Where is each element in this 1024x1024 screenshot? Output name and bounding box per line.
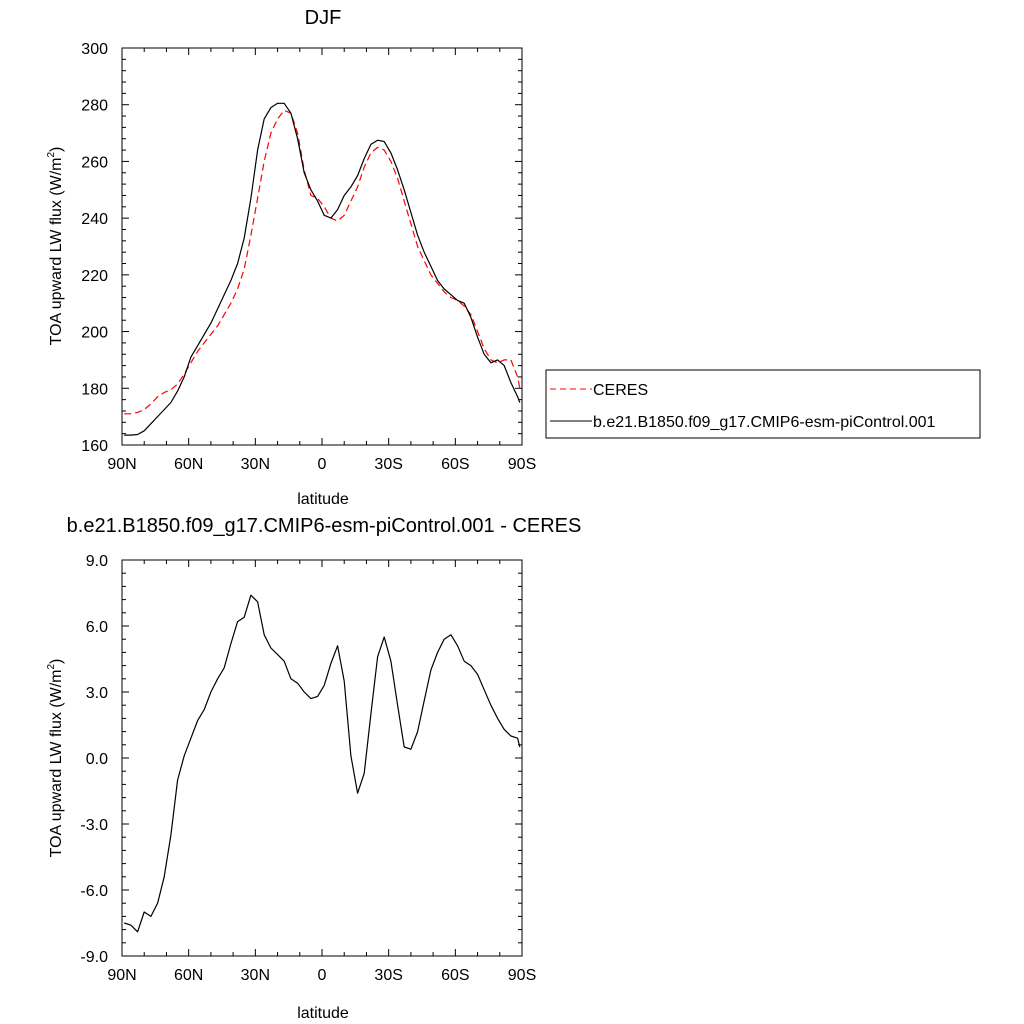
- bottom-xtick-label: 90S: [508, 967, 536, 984]
- legend-label-ceres: CERES: [593, 382, 648, 399]
- top-ytick-label: 260: [81, 154, 108, 171]
- chart-top-series: [124, 102, 521, 436]
- top-ytick-label: 280: [81, 98, 108, 115]
- chart-bottom-xlabel: latitude: [297, 1005, 349, 1022]
- top-ytick-label: 300: [81, 41, 108, 58]
- chart-bottom: b.e21.B1850.f09_g17.CMIP6-esm-piControl.…: [46, 515, 581, 1022]
- bottom-xtick-label: 60S: [441, 967, 469, 984]
- bottom-plot-frame: [121, 559, 523, 957]
- top-ytick-label: 180: [81, 381, 108, 398]
- bottom-xtick-label: 0: [318, 967, 327, 984]
- top-xtick-label: 30S: [374, 456, 402, 473]
- bottom-xtick-label: 30S: [374, 967, 402, 984]
- legend-box: [545, 369, 981, 439]
- top-ytick-label: 240: [81, 211, 108, 228]
- bottom-series-line-0: [124, 594, 521, 933]
- top-xtick-label: 30N: [241, 456, 270, 473]
- top-xtick-label: 0: [318, 456, 327, 473]
- top-ytick-label: 220: [81, 268, 108, 285]
- top-xtick-label: 60S: [441, 456, 469, 473]
- bottom-ytick-label: -6.0: [80, 883, 108, 900]
- chart-bottom-title: b.e21.B1850.f09_g17.CMIP6-esm-piControl.…: [67, 515, 582, 537]
- top-xtick-label: 90S: [508, 456, 536, 473]
- chart-top-ylabel: TOA upward LW flux (W/m2): [46, 147, 65, 346]
- chart-top-title: DJF: [305, 7, 342, 29]
- top-plot-frame: [121, 47, 523, 446]
- chart-top-axes: 90N 60N 30N 0 30S 60S 90S 160 180 200 220 240 260 280…: [81, 41, 536, 473]
- legend-label-model: b.e21.B1850.f09_g17.CMIP6-esm-piControl.…: [593, 414, 936, 431]
- chart-bottom-series: [124, 594, 521, 933]
- bottom-ytick-label: -9.0: [80, 949, 108, 966]
- top-xtick-label: 90N: [107, 456, 136, 473]
- bottom-xtick-label: 60N: [174, 967, 203, 984]
- top-series-line-0: [124, 109, 521, 415]
- bottom-xtick-label: 90N: [107, 967, 136, 984]
- bottom-xtick-label: 30N: [241, 967, 270, 984]
- chart-top-legend: CERES b.e21.B1850.f09_g17.CMIP6-esm-piCo…: [545, 369, 981, 439]
- chart-top: DJF 90N 60N 30N 0 30S 60S 90S 160 180 200 220 240 26…: [46, 7, 981, 508]
- bottom-ytick-label: 6.0: [86, 619, 108, 636]
- chart-top-xlabel: latitude: [297, 491, 349, 508]
- top-series-line-1: [124, 102, 521, 436]
- bottom-ytick-label: 0.0: [86, 751, 108, 768]
- bottom-ytick-label: -3.0: [80, 817, 108, 834]
- bottom-ytick-label: 3.0: [86, 685, 108, 702]
- chart-bottom-axes: 90N 60N 30N 0 30S 60S 90S -9.0 -6.0 -3.0 0.0 3.0 6.0…: [80, 553, 536, 984]
- bottom-ytick-label: 9.0: [86, 553, 108, 570]
- top-ytick-label: 200: [81, 325, 108, 342]
- chart-bottom-ylabel: TOA upward LW flux (W/m2): [46, 659, 65, 858]
- top-ytick-label: 160: [81, 438, 108, 455]
- top-xtick-label: 60N: [174, 456, 203, 473]
